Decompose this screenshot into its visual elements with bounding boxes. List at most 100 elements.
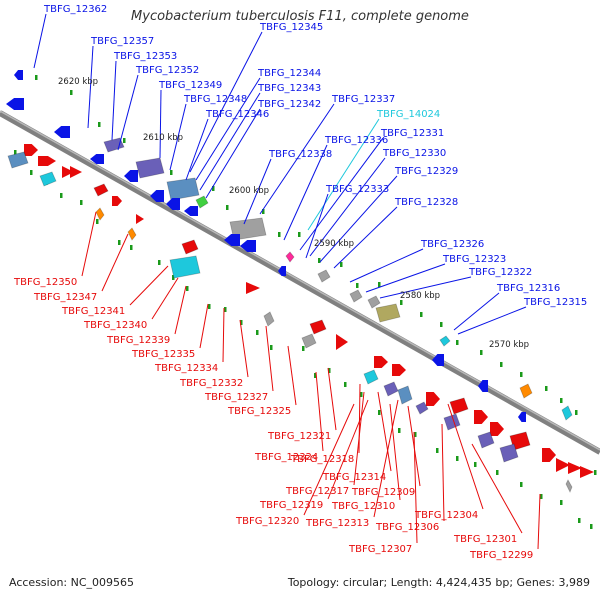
gene-glyph [90, 154, 104, 164]
gene-glyph [383, 381, 399, 397]
label-leader-line [189, 31, 263, 173]
gene-label: TBFG_12342 [257, 99, 321, 110]
gene-label: TBFG_12329 [394, 166, 458, 177]
label-leader-line [353, 391, 365, 486]
label-leader-line [447, 403, 484, 510]
gene-glyph [375, 303, 401, 323]
gene-glyph [195, 195, 209, 209]
gene-glyph [136, 214, 144, 224]
gene-glyph [568, 462, 582, 474]
gene-glyph [556, 458, 570, 472]
gene-glyph [54, 126, 70, 138]
track-tick [256, 330, 259, 335]
track-tick [262, 209, 265, 214]
track-tick [520, 372, 523, 377]
track-tick [545, 386, 548, 391]
track-tick [35, 75, 38, 80]
label-leader-line [299, 137, 384, 251]
gene-label: TBFG_12324 [254, 452, 318, 463]
track-tick [456, 340, 459, 345]
gene-glyph [542, 448, 556, 462]
gene-glyph [336, 334, 348, 350]
gene-label: TBFG_12336 [324, 135, 388, 146]
gene-glyph [432, 354, 444, 366]
gene-glyph [561, 405, 573, 421]
track-tick [520, 482, 523, 487]
gene-glyph [278, 266, 286, 276]
gene-glyph [363, 369, 379, 385]
gene-label: TBFG_12304 [414, 510, 478, 521]
track-tick [270, 345, 273, 350]
gene-glyph [181, 239, 199, 255]
track-tick [328, 368, 331, 373]
gene-glyph [519, 383, 533, 399]
gene-glyph [490, 422, 504, 436]
track-tick [378, 410, 381, 415]
label-leader-line [174, 285, 187, 335]
track-tick [302, 346, 305, 351]
gene-glyph [103, 137, 125, 153]
gene-glyph [93, 183, 109, 197]
label-leader-line [377, 391, 392, 472]
label-leader-line [319, 175, 398, 263]
gene-glyph [518, 412, 526, 422]
track-tick [158, 260, 161, 265]
label-leader-line [33, 13, 47, 69]
label-leader-line [159, 89, 162, 159]
track-tick [212, 186, 215, 191]
track-tick [420, 312, 423, 317]
label-leader-line [111, 60, 117, 141]
gene-glyph [415, 401, 429, 415]
gene-label: TBFG_12352 [135, 65, 199, 76]
gene-glyph [580, 466, 594, 478]
gene-label: TBFG_12341 [61, 306, 125, 317]
gene-glyph [309, 319, 327, 335]
gene-label: TBFG_12348 [183, 94, 247, 105]
gene-glyph [246, 282, 260, 294]
label-leader-line [265, 325, 274, 392]
gene-glyph [285, 251, 295, 263]
gene-label: TBFG_12344 [257, 68, 321, 79]
label-leader-line [453, 292, 500, 331]
label-leader-line [413, 431, 418, 544]
gene-glyph [240, 240, 256, 252]
label-leader-line [129, 265, 169, 306]
gene-glyph [7, 151, 29, 169]
gene-label: TBFG_12328 [394, 197, 458, 208]
gene-glyph [135, 157, 165, 179]
gene-label: TBFG_12325 [227, 406, 291, 417]
gene-label: TBFG_12317 [285, 486, 349, 497]
gene-label: TBFG_12316 [496, 283, 560, 294]
scale-label: 2580 kbp [400, 291, 440, 301]
track-tick [130, 245, 133, 250]
label-leader-line [307, 118, 380, 231]
gene-glyph [263, 311, 275, 327]
label-leader-line [373, 399, 399, 518]
label-leader-line [195, 77, 261, 181]
label-leader-line [199, 303, 209, 349]
track-tick [440, 322, 443, 327]
gene-glyph [426, 392, 440, 406]
track-tick [14, 150, 17, 155]
label-leader-line [222, 307, 225, 363]
gene-glyph [374, 356, 388, 368]
track-tick [240, 320, 243, 325]
track-tick [340, 262, 343, 267]
gene-label: TBFG_12350 [13, 277, 77, 288]
gene-glyph [24, 144, 38, 156]
gene-label: TBFG_12339 [106, 335, 170, 346]
label-leader-line [457, 306, 527, 335]
gene-glyph [95, 207, 105, 221]
gene-label: TBFG_12301 [453, 534, 517, 545]
gene-label: TBFG_12332 [179, 378, 243, 389]
track-tick [500, 362, 503, 367]
track-tick [540, 494, 543, 499]
label-leader-line [117, 74, 139, 151]
gene-glyph [478, 380, 488, 392]
gene-glyph [474, 410, 488, 424]
gene-glyph [38, 156, 56, 166]
map-title: Mycobacterium tuberculosis F11, complete… [131, 9, 469, 24]
track-tick [400, 300, 403, 305]
track-tick [278, 232, 281, 237]
